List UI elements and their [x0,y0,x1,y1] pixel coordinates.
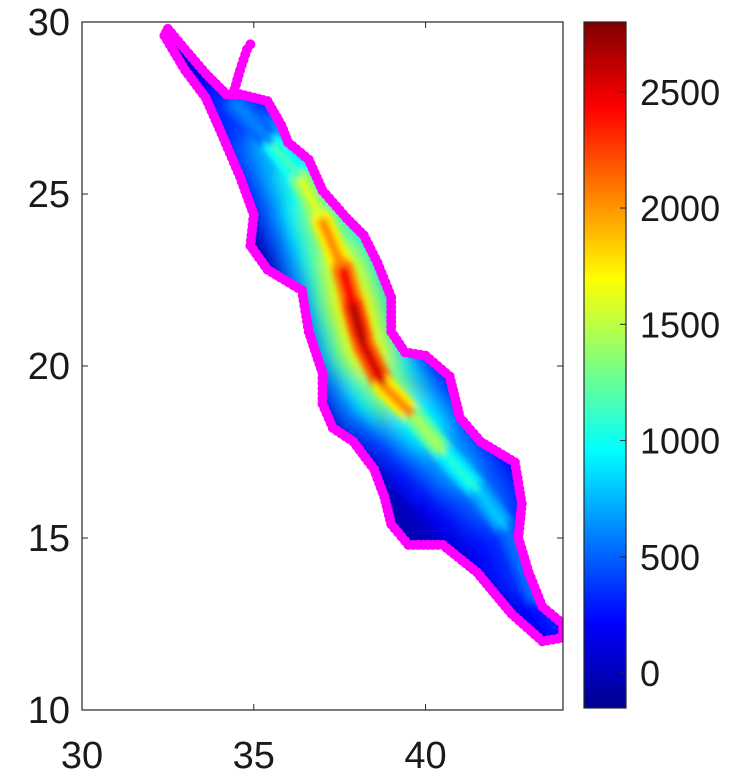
depth-segment [318,217,348,274]
y-tick-label: 15 [28,518,70,560]
y-tick-label: 25 [28,174,70,216]
colorbar-tick-label: 1500 [640,304,720,345]
colorbar-tick-label: 2500 [640,72,720,113]
boundary-marker [245,39,256,50]
colorbar-tick-label: 500 [640,537,700,578]
depth-segment [442,451,485,498]
colorbar-bar [583,21,627,709]
depth-segment [411,413,451,460]
y-tick-label: 30 [28,2,70,44]
depth-segment [270,141,306,185]
depth-field [176,44,563,642]
depth-segment [476,489,513,536]
colorbar-tick-label: 0 [640,653,660,694]
depth-segment [349,303,368,350]
colorbar: 0 500 1000 1500 2000 2500 [583,21,720,709]
depth-segment [359,341,389,391]
y-tick-label: 10 [28,690,70,732]
boundary-marker [161,27,172,38]
depth-segment [232,100,279,150]
y-tick-label: 20 [28,346,70,388]
coastline-markers [159,23,563,647]
x-tick-label: 35 [233,735,275,775]
depth-segment [380,382,420,422]
colorbar-tick-label: 1000 [640,421,720,462]
x-tick-label: 30 [61,735,103,775]
depth-heatmap [159,23,563,647]
x-tick-label: 40 [404,735,446,775]
depth-segment [297,176,327,226]
depth-segment [339,265,358,312]
axes: 30 35 40 10 15 20 25 30 [28,2,564,775]
colorbar-tick-label: 2000 [640,188,720,229]
